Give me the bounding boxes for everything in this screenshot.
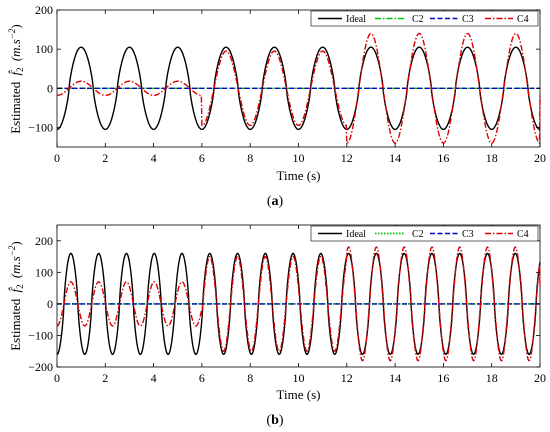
legend-a: Ideal C2 C3 C4 — [310, 10, 539, 27]
x-tick-label: 0 — [54, 151, 60, 165]
y-tick-label: 0 — [47, 81, 53, 95]
x-tick-label: 4 — [151, 371, 157, 385]
x-tick-label: 10 — [293, 371, 305, 385]
legend-label-ideal-a: Ideal — [346, 14, 366, 25]
y-tick-label: 200 — [35, 234, 53, 248]
x-tick-label: 4 — [151, 151, 157, 165]
x-tick-label: 18 — [486, 151, 498, 165]
x-tick-label: 12 — [341, 371, 353, 385]
x-tick-label: 2 — [102, 151, 108, 165]
x-tick-label: 18 — [486, 371, 498, 385]
y-axis-label-a: Estimated f̂2 (m.s−2) — [7, 24, 26, 134]
legend-label-c4-a: C4 — [517, 14, 529, 25]
x-tick-label: 8 — [247, 371, 253, 385]
legend-label-c3-a: C3 — [462, 14, 474, 25]
x-tick-label: 14 — [389, 371, 401, 385]
x-tick-label: 2 — [102, 371, 108, 385]
x-tick-label: 20 — [534, 371, 546, 385]
panel-b: −200 −100 0 100 200 0 2 4 6 8 10 12 14 16 18 20 Ideal … — [7, 224, 546, 428]
panel-label-a: (a) — [267, 194, 284, 209]
legend-label-c3-b: C3 — [462, 229, 474, 240]
x-tick-label: 20 — [534, 151, 546, 165]
x-tick-label: 16 — [437, 151, 449, 165]
y-tick-label: 100 — [35, 42, 53, 56]
y-tick-label: 100 — [35, 265, 53, 279]
x-axis-label-a: Time (s) — [277, 168, 321, 183]
legend-box-a — [310, 10, 539, 27]
y-tick-label: −200 — [28, 360, 53, 374]
plot-area-a — [56, 9, 541, 148]
y-tick-label: 0 — [47, 297, 53, 311]
y-tick-label: −100 — [28, 120, 53, 134]
y-tick-label: 200 — [35, 3, 53, 17]
x-tick-label: 8 — [247, 151, 253, 165]
panel-a: −100 0 100 200 0 2 4 6 8 10 12 14 16 18 20 Ideal C2 C… — [7, 3, 546, 209]
x-tick-label: 6 — [199, 151, 205, 165]
y-ticks-a: −100 0 100 200 — [28, 3, 540, 134]
legend-label-c4-b: C4 — [517, 229, 529, 240]
x-tick-label: 14 — [389, 151, 401, 165]
x-ticks-b: 0 2 4 6 8 10 12 14 16 18 20 — [54, 225, 546, 385]
x-tick-label: 6 — [199, 371, 205, 385]
x-tick-label: 0 — [54, 371, 60, 385]
x-ticks-a: 0 2 4 6 8 10 12 14 16 18 20 — [54, 10, 546, 165]
legend-box-b — [310, 225, 539, 242]
x-tick-label: 10 — [293, 151, 305, 165]
y-ticks-b: −200 −100 0 100 200 — [28, 234, 540, 374]
panel-label-b: (b) — [266, 413, 283, 428]
legend-b: Ideal C2 C3 C4 — [310, 225, 539, 242]
series-line-c4 — [56, 246, 541, 362]
series-line-c4 — [56, 32, 541, 145]
x-axis-label-b: Time (s) — [277, 387, 321, 402]
x-tick-label: 12 — [341, 151, 353, 165]
legend-label-ideal-b: Ideal — [346, 229, 366, 240]
legend-label-c2-a: C2 — [412, 14, 424, 25]
series-lines-b — [56, 246, 541, 362]
y-axis-label-b: Estimated f̂2 (m.s−2) — [7, 241, 26, 351]
plot-area-b — [56, 224, 541, 368]
y-tick-label: −100 — [28, 328, 53, 342]
series-lines-a — [56, 32, 541, 145]
x-tick-label: 16 — [437, 371, 449, 385]
legend-label-c2-b: C2 — [412, 229, 424, 240]
